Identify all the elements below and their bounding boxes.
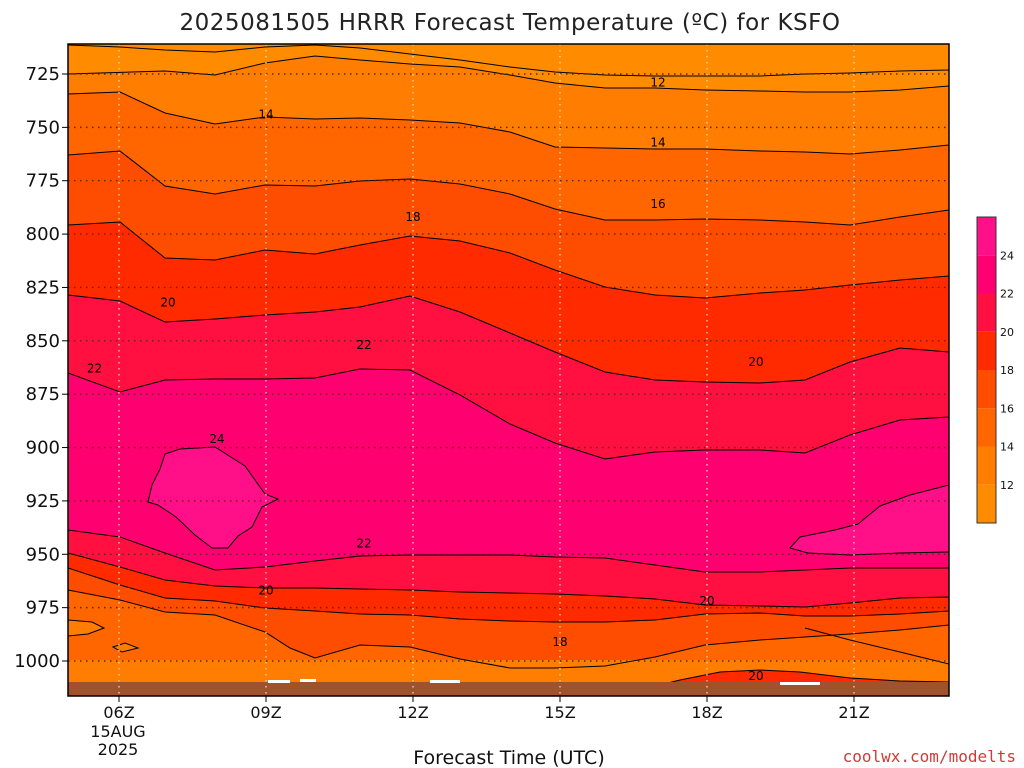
x-date-day: 15AUG xyxy=(90,722,145,741)
colorbar-swatch xyxy=(977,408,996,447)
colorbar-swatch xyxy=(977,255,996,294)
contour-label: 22 xyxy=(356,537,371,551)
contour-label: 20 xyxy=(160,295,175,309)
chart-title: 2025081505 HRRR Forecast Temperature (ºC… xyxy=(180,10,841,36)
contour-label: 18 xyxy=(405,210,420,224)
colorbar-swatch xyxy=(977,446,996,485)
contour-label: 22 xyxy=(356,338,371,352)
x-axis: 06Z 09Z 12Z 15Z 18Z 21Z xyxy=(103,696,870,722)
contour-lines xyxy=(68,44,949,691)
colorbar: 12 14 16 18 20 22 24 xyxy=(976,216,1014,524)
credit-text: coolwx.com/modelts xyxy=(843,747,1016,766)
colorbar-label: 12 xyxy=(1000,479,1014,492)
colorbar-swatch xyxy=(977,331,996,370)
colorbar-swatch xyxy=(977,370,996,409)
y-tick-label: 875 xyxy=(26,384,60,405)
plot-frame xyxy=(67,43,950,697)
contour-label: 14 xyxy=(258,108,273,122)
colorbar-swatch xyxy=(977,217,996,256)
contour-label: 20 xyxy=(748,669,763,683)
colorbar-swatch xyxy=(977,484,996,523)
contour-label: 22 xyxy=(87,362,102,376)
colorbar-label: 16 xyxy=(1000,402,1014,415)
contour-label: 18 xyxy=(552,635,567,649)
band-24-26-right xyxy=(790,485,949,555)
y-tick-label: 800 xyxy=(26,224,60,245)
contour-label: 16 xyxy=(650,197,665,211)
x-tick-label: 21Z xyxy=(838,703,869,722)
colorbar-label: 22 xyxy=(1000,288,1014,301)
contour-label: 14 xyxy=(650,135,665,149)
y-tick-label: 750 xyxy=(26,117,60,138)
contour-label: 20 xyxy=(258,584,273,598)
contour-label: 20 xyxy=(748,355,763,369)
colorbar-label: 24 xyxy=(1000,249,1014,262)
x-tick-label: 18Z xyxy=(691,703,722,722)
contour-label: 20 xyxy=(699,594,714,608)
x-tick-label: 12Z xyxy=(397,703,428,722)
y-tick-label: 775 xyxy=(26,171,60,192)
contour-label: 12 xyxy=(650,76,665,90)
y-tick-label: 850 xyxy=(26,331,60,352)
plot-area: 12 14 14 16 18 20 22 22 20 24 22 20 20 18 20 xyxy=(68,44,949,696)
y-tick-label: 725 xyxy=(26,64,60,85)
colorbar-label: 18 xyxy=(1000,364,1014,377)
colorbar-label: 20 xyxy=(1000,326,1014,339)
x-date-year: 2025 xyxy=(98,740,139,759)
y-tick-label: 975 xyxy=(26,598,60,619)
contour-labels: 12 14 14 16 18 20 22 22 20 24 22 20 20 18 20 xyxy=(87,76,764,683)
contour-label: 24 xyxy=(209,432,224,446)
colorbar-swatch xyxy=(977,293,996,332)
x-tick-label: 06Z xyxy=(103,703,134,722)
y-tick-label: 950 xyxy=(26,544,60,565)
y-axis: 725 750 775 800 825 850 875 900 925 950 975 1000 xyxy=(14,64,68,672)
colorbar-label: 14 xyxy=(1000,441,1014,454)
y-tick-label: 900 xyxy=(26,438,60,459)
terrain-gaps xyxy=(268,679,820,685)
terrain-strip xyxy=(68,682,949,696)
grid xyxy=(68,44,949,696)
y-tick-label: 925 xyxy=(26,491,60,512)
y-tick-label: 1000 xyxy=(14,651,60,672)
y-tick-label: 825 xyxy=(26,277,60,298)
colorbar-frame xyxy=(976,216,997,524)
band-24-26-left xyxy=(148,447,278,548)
x-tick-label: 09Z xyxy=(250,703,281,722)
x-axis-label: Forecast Time (UTC) xyxy=(413,747,604,768)
x-tick-label: 15Z xyxy=(544,703,575,722)
